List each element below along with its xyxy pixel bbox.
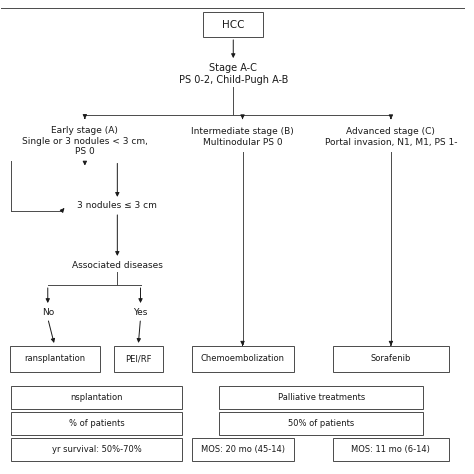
- FancyBboxPatch shape: [10, 386, 182, 409]
- Text: MOS: 11 mo (6-14): MOS: 11 mo (6-14): [352, 445, 430, 454]
- Text: PEI/RF: PEI/RF: [125, 354, 152, 363]
- FancyBboxPatch shape: [219, 386, 423, 409]
- Text: yr survival: 50%-70%: yr survival: 50%-70%: [52, 445, 141, 454]
- Text: Palliative treatments: Palliative treatments: [278, 393, 365, 402]
- Text: % of patients: % of patients: [69, 419, 124, 428]
- Text: Yes: Yes: [133, 308, 148, 317]
- Text: Sorafenib: Sorafenib: [371, 354, 411, 363]
- Text: Associated diseases: Associated diseases: [72, 261, 163, 270]
- Text: No: No: [42, 308, 54, 317]
- Text: ransplantation: ransplantation: [24, 354, 85, 363]
- FancyBboxPatch shape: [10, 438, 182, 461]
- Text: 50% of patients: 50% of patients: [288, 419, 355, 428]
- FancyBboxPatch shape: [9, 346, 100, 372]
- FancyBboxPatch shape: [10, 412, 182, 435]
- FancyBboxPatch shape: [333, 346, 449, 372]
- FancyBboxPatch shape: [203, 12, 264, 37]
- Text: Chemoembolization: Chemoembolization: [201, 354, 284, 363]
- FancyBboxPatch shape: [191, 438, 293, 461]
- FancyBboxPatch shape: [114, 346, 163, 372]
- Text: Intermediate stage (B)
Multinodular PS 0: Intermediate stage (B) Multinodular PS 0: [191, 128, 294, 147]
- FancyBboxPatch shape: [191, 346, 293, 372]
- Text: Stage A-C
PS 0-2, Child-Pugh A-B: Stage A-C PS 0-2, Child-Pugh A-B: [179, 63, 288, 85]
- Text: Early stage (A)
Single or 3 nodules < 3 cm,
PS 0: Early stage (A) Single or 3 nodules < 3 …: [22, 126, 148, 156]
- Text: MOS: 20 mo (45-14): MOS: 20 mo (45-14): [201, 445, 284, 454]
- Text: 3 nodules ≤ 3 cm: 3 nodules ≤ 3 cm: [77, 201, 157, 210]
- Text: Advanced stage (C)
Portal invasion, N1, M1, PS 1-: Advanced stage (C) Portal invasion, N1, …: [325, 128, 457, 147]
- Text: HCC: HCC: [222, 20, 245, 30]
- FancyBboxPatch shape: [219, 412, 423, 435]
- Text: nsplantation: nsplantation: [70, 393, 123, 402]
- FancyBboxPatch shape: [333, 438, 449, 461]
